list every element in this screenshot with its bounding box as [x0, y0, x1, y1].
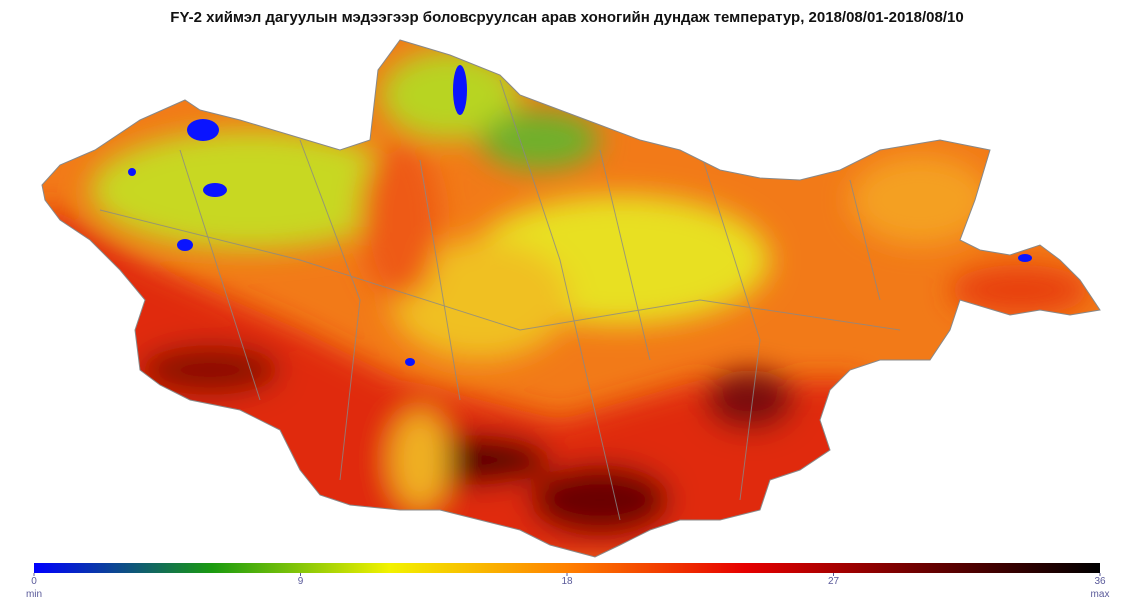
title: FY-2 хиймэл дагуулын мэдээгээр боловсруу…	[170, 9, 963, 26]
min-label: min	[26, 589, 42, 599]
tick-label: 18	[561, 576, 573, 587]
max-label: max	[1091, 589, 1110, 599]
tick-label: 27	[828, 576, 840, 587]
colorbar	[34, 563, 1100, 573]
tick-label: 9	[298, 576, 304, 587]
border	[41, 39, 1101, 558]
tick-label: 36	[1094, 576, 1106, 587]
tick-label: 0	[31, 576, 37, 587]
temperature-map	[42, 40, 1100, 557]
